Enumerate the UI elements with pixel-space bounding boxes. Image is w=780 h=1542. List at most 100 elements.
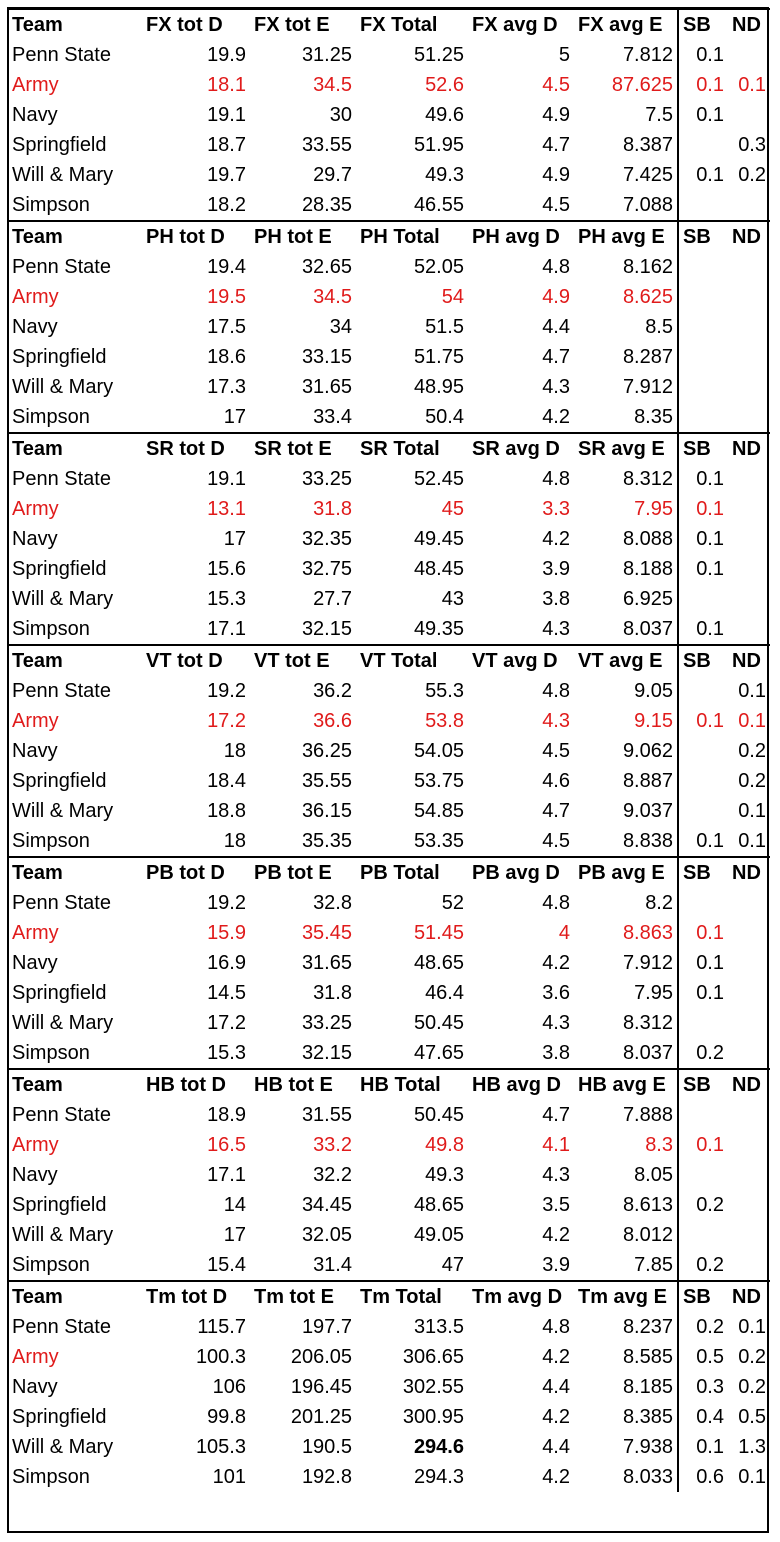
value-cell: 206.05 bbox=[290, 1346, 352, 1368]
column-header: HB avg E bbox=[574, 1068, 678, 1100]
column-header: PH avg E bbox=[574, 220, 678, 252]
value-cell: 101 bbox=[212, 1466, 246, 1488]
value-cell: 4.3 bbox=[542, 618, 570, 640]
value-cell: 8.312 bbox=[622, 1012, 673, 1034]
team-name-cell: Navy bbox=[12, 740, 58, 762]
column-header: FX tot E bbox=[250, 8, 356, 40]
column-header: ND bbox=[728, 220, 770, 252]
value-cell: 3.5 bbox=[542, 1194, 570, 1216]
value-cell: 7.912 bbox=[622, 952, 673, 974]
column-header: FX tot D bbox=[142, 8, 250, 40]
table-row: Springfield 15.6 32.75 48.45 3.9 8.188 0.1 bbox=[8, 554, 770, 584]
value-cell bbox=[728, 464, 770, 494]
value-cell: 0.6 bbox=[677, 1462, 728, 1492]
value-cell: 0.1 bbox=[677, 1130, 728, 1160]
value-cell: 15.4 bbox=[207, 1254, 246, 1276]
column-header: SB bbox=[677, 856, 728, 888]
value-cell: 197.7 bbox=[301, 1316, 352, 1338]
value-cell: 8.037 bbox=[622, 618, 673, 640]
value-cell: 29.7 bbox=[313, 164, 352, 186]
value-cell: 3.8 bbox=[542, 588, 570, 610]
value-cell: 14 bbox=[223, 1194, 246, 1216]
value-cell: 3.3 bbox=[542, 498, 570, 520]
value-cell: 50.4 bbox=[425, 406, 464, 428]
section-header-row: Team PB tot D PB tot E PB Total PB avg D PB a… bbox=[8, 856, 770, 888]
value-cell: 4.7 bbox=[542, 346, 570, 368]
value-cell: 0.2 bbox=[738, 740, 766, 762]
value-cell bbox=[677, 766, 728, 796]
value-cell: 17.2 bbox=[207, 1012, 246, 1034]
value-cell: 0.1 bbox=[677, 100, 728, 130]
team-name-cell: Springfield bbox=[12, 982, 107, 1004]
value-cell: 46.4 bbox=[425, 982, 464, 1004]
value-cell: 4.2 bbox=[542, 1346, 570, 1368]
value-cell bbox=[677, 796, 728, 826]
value-cell: 31.65 bbox=[301, 952, 352, 974]
column-header: Team bbox=[8, 432, 142, 464]
column-header: VT Total bbox=[356, 644, 468, 676]
value-cell: 0.1 bbox=[677, 918, 728, 948]
value-cell: 8.887 bbox=[622, 770, 673, 792]
team-name-cell: Will & Mary bbox=[12, 164, 114, 186]
team-name-cell: Will & Mary bbox=[12, 1224, 114, 1246]
value-cell: 4.7 bbox=[542, 1104, 570, 1126]
value-cell: 0.4 bbox=[677, 1402, 728, 1432]
column-header: Team bbox=[8, 220, 142, 252]
value-cell: 4.8 bbox=[542, 1316, 570, 1338]
value-cell: 4.7 bbox=[542, 800, 570, 822]
value-cell: 7.425 bbox=[622, 164, 673, 186]
table-row: Simpson 15.3 32.15 47.65 3.8 8.037 0.2 bbox=[8, 1038, 770, 1069]
column-header: Tm tot E bbox=[250, 1280, 356, 1312]
value-cell: 4.4 bbox=[542, 1436, 570, 1458]
column-header: SB bbox=[677, 644, 728, 676]
value-cell: 52 bbox=[441, 892, 464, 914]
value-cell: 33.55 bbox=[301, 134, 352, 156]
value-cell: 19.5 bbox=[207, 286, 246, 308]
value-cell: 4.5 bbox=[542, 194, 570, 216]
value-cell: 115.7 bbox=[197, 1316, 246, 1338]
table-row: Simpson 18.2 28.35 46.55 4.5 7.088 bbox=[8, 190, 770, 221]
team-name-cell: Penn State bbox=[12, 1316, 111, 1338]
team-name-cell: Simpson bbox=[12, 194, 90, 216]
value-cell: 50.45 bbox=[413, 1012, 464, 1034]
value-cell: 8.033 bbox=[622, 1466, 673, 1488]
value-cell: 87.625 bbox=[611, 74, 673, 96]
team-name-cell: Penn State bbox=[12, 256, 111, 278]
value-cell: 13.1 bbox=[207, 498, 246, 520]
value-cell bbox=[728, 282, 770, 312]
value-cell: 7.5 bbox=[645, 104, 673, 126]
table-row: Navy 19.1 30 49.6 4.9 7.5 0.1 bbox=[8, 100, 770, 130]
table-row: Navy 18 36.25 54.05 4.5 9.062 0.2 bbox=[8, 736, 770, 766]
table-row: Will & Mary 19.7 29.7 49.3 4.9 7.425 0.1 0.2 bbox=[8, 160, 770, 190]
value-cell bbox=[728, 554, 770, 584]
team-name-cell: Army bbox=[12, 710, 59, 732]
column-header: HB avg D bbox=[468, 1068, 574, 1100]
value-cell: 31.4 bbox=[313, 1254, 352, 1276]
column-header: SR tot D bbox=[142, 432, 250, 464]
value-cell: 17 bbox=[223, 1224, 246, 1246]
table-row: Penn State 19.2 36.2 55.3 4.8 9.05 0.1 bbox=[8, 676, 770, 706]
value-cell: 14.5 bbox=[207, 982, 246, 1004]
value-cell: 54 bbox=[441, 286, 464, 308]
value-cell: 4.6 bbox=[542, 770, 570, 792]
value-cell: 0.1 bbox=[677, 70, 728, 100]
value-cell bbox=[677, 130, 728, 160]
value-cell: 5 bbox=[558, 44, 570, 66]
value-cell bbox=[677, 1008, 728, 1038]
team-name-cell: Army bbox=[12, 1134, 59, 1156]
value-cell: 19.4 bbox=[207, 256, 246, 278]
value-cell: 7.812 bbox=[622, 44, 673, 66]
table-row: Navy 16.9 31.65 48.65 4.2 7.912 0.1 bbox=[8, 948, 770, 978]
team-name-cell: Will & Mary bbox=[12, 376, 114, 398]
value-cell: 4.2 bbox=[542, 1466, 570, 1488]
table-row: Navy 17.5 34 51.5 4.4 8.5 bbox=[8, 312, 770, 342]
team-name-cell: Penn State bbox=[12, 1104, 111, 1126]
table-row: Penn State 19.1 33.25 52.45 4.8 8.312 0.1 bbox=[8, 464, 770, 494]
value-cell bbox=[728, 402, 770, 433]
value-cell: 4.1 bbox=[542, 1134, 570, 1156]
value-cell: 17.5 bbox=[207, 316, 246, 338]
value-cell: 18.8 bbox=[207, 800, 246, 822]
value-cell: 0.1 bbox=[677, 948, 728, 978]
value-cell: 17 bbox=[223, 528, 246, 550]
value-cell: 15.3 bbox=[207, 1042, 246, 1064]
